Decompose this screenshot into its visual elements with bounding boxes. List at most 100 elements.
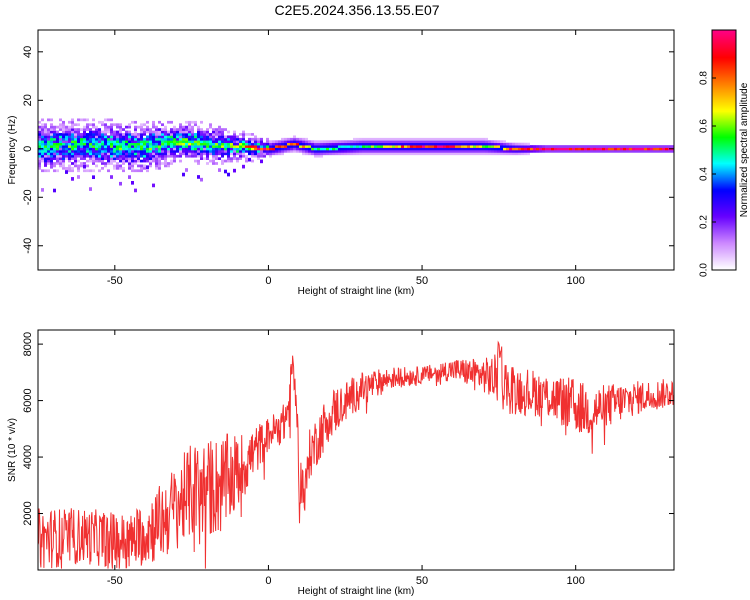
spectrogram-cell: [386, 137, 389, 141]
spectrogram-cell: [530, 147, 533, 151]
spectrogram-cell: [194, 154, 197, 158]
spectrogram-cell: [44, 163, 47, 167]
spectrogram-cell: [260, 137, 263, 141]
colorbar: 0.00.20.40.60.8 Normalized spectral ampl…: [699, 29, 750, 277]
spectrogram-cell: [173, 157, 176, 160]
spectrogram-cell: [569, 150, 572, 153]
spectrogram-cell: [104, 145, 107, 148]
spectrogram-cell: [137, 133, 140, 136]
spectrogram-cell: [38, 120, 41, 124]
spectrogram-cell: [101, 130, 104, 134]
spectrogram-cell: [134, 133, 137, 136]
spectrogram-cell: [62, 133, 65, 136]
spectrogram-cell: [134, 169, 137, 173]
spectrogram-cell: [65, 147, 68, 151]
spectrogram-cell: [620, 147, 623, 151]
spectrogram-cell: [521, 152, 524, 156]
spectrogram-cell: [395, 140, 398, 144]
spectrogram-cell: [251, 142, 254, 146]
spectrogram-cell: [359, 147, 362, 151]
spectrogram-cell: [371, 152, 374, 156]
spectrogram-cell: [53, 152, 56, 156]
spectrogram-cell: [326, 152, 329, 156]
spectrogram-cell: [401, 150, 404, 153]
spectrogram-cell: [311, 142, 314, 146]
spectrogram-cell: [107, 140, 110, 144]
spectrogram-cell: [521, 150, 524, 153]
spectrogram-cell: [254, 152, 257, 156]
spectrogram-cell: [293, 150, 296, 153]
colorbar-step: [712, 40, 736, 43]
spectrogram-cell: [80, 118, 83, 122]
colorbar-step: [712, 122, 736, 125]
spectrogram-cell: [221, 140, 224, 144]
spectrogram-cell: [83, 135, 86, 139]
spectrogram-cell: [206, 135, 209, 139]
spectrogram-cell: [599, 147, 602, 151]
spectrogram-cell: [125, 157, 128, 160]
spectrogram-cell: [197, 147, 200, 151]
spectrogram-cell: [41, 157, 44, 160]
spectrogram-cell: [137, 140, 140, 144]
spectrogram-cell: [506, 150, 509, 153]
spectrogram-cell: [158, 150, 161, 153]
spectrogram-cell: [272, 147, 275, 151]
spectrogram-cell: [443, 147, 446, 151]
spectrogram-cell: [131, 133, 134, 136]
spectrogram-cell: [50, 152, 53, 156]
spectrogram-cell: [71, 130, 74, 134]
spectrogram-cell: [41, 137, 44, 141]
spectrogram-cell: [425, 137, 428, 141]
spectrogram-cell: [86, 133, 89, 136]
colorbar-step: [712, 256, 736, 259]
spectrogram-cell: [224, 137, 227, 141]
spectrogram-cell: [116, 164, 119, 168]
spectrogram-cell: [299, 140, 302, 144]
spectrogram-cell: [467, 137, 470, 141]
spectrogram-cell: [110, 128, 113, 131]
spectrogram-cell: [185, 152, 188, 156]
spectrogram-cell: [92, 169, 95, 173]
spectrogram-cell: [80, 142, 83, 146]
spectrogram-cell: [137, 125, 140, 129]
spectrogram-cell: [197, 140, 200, 144]
spectrogram-cell: [488, 142, 491, 146]
spectrogram-cell: [383, 147, 386, 151]
colorbar-step: [712, 260, 736, 263]
spectrogram-cell: [194, 140, 197, 144]
spectrogram-cell: [83, 140, 86, 144]
spectrogram-cell: [200, 140, 203, 144]
spectrogram-cell: [221, 135, 224, 139]
spectrogram-cell: [86, 152, 89, 156]
spectrogram-cell: [512, 152, 515, 156]
spectrogram-cell: [317, 142, 320, 146]
spectrogram-cell: [371, 147, 374, 151]
spectrogram-cell: [167, 154, 170, 158]
spectrogram-cell: [185, 145, 188, 148]
spectrogram-cell: [251, 154, 254, 158]
spectrogram-cell: [452, 145, 455, 148]
spectrogram-cell: [431, 137, 434, 141]
colorbar-step: [712, 66, 736, 69]
spectrogram-cell: [443, 150, 446, 153]
spectrogram-cell: [176, 137, 179, 141]
spectrogram-cell: [308, 152, 311, 156]
spectrogram-cell: [431, 140, 434, 144]
spectrogram-cell: [470, 140, 473, 144]
spectrogram-cell: [203, 152, 206, 156]
colorbar-step: [712, 226, 736, 229]
spectrogram-cell: [59, 135, 62, 139]
colorbar-step: [712, 86, 736, 89]
spectrogram-cell: [173, 135, 176, 139]
spectrogram-cell: [191, 154, 194, 158]
spectrogram-cell: [293, 145, 296, 148]
spectrogram-cell: [125, 142, 128, 146]
spectrogram-cell: [38, 125, 41, 129]
spectrogram-cell: [56, 150, 59, 153]
spectrogram-cell: [143, 166, 146, 170]
spectrogram-cell: [320, 140, 323, 144]
spectrogram-cell: [236, 150, 239, 153]
spectrogram-cell: [560, 150, 563, 153]
spectrogram-cell: [227, 157, 230, 160]
spectrogram-cell: [185, 137, 188, 141]
